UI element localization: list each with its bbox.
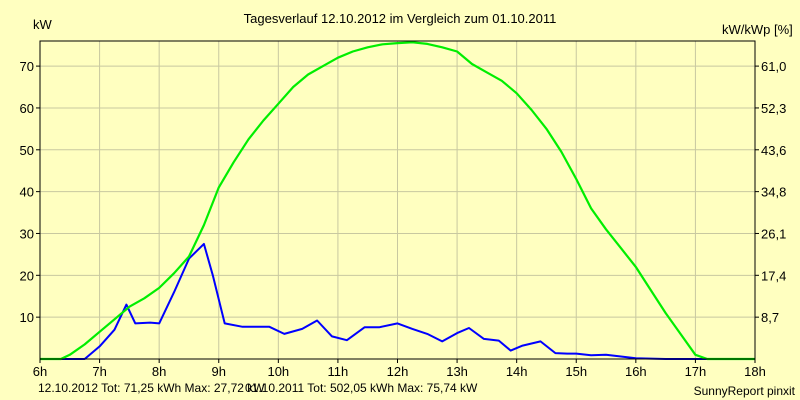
x-tick-label: 15h <box>565 364 587 379</box>
y-tick-label-right: 43,6 <box>761 143 786 158</box>
x-tick-label: 17h <box>685 364 707 379</box>
y-tick-label-left: 30 <box>20 226 34 241</box>
y-tick-label-right: 61,0 <box>761 59 786 74</box>
y-tick-label-left: 40 <box>20 185 34 200</box>
x-tick-label: 16h <box>625 364 647 379</box>
x-tick-label: 9h <box>212 364 226 379</box>
y-tick-label-right: 26,1 <box>761 226 786 241</box>
x-tick-label: 11h <box>328 364 349 379</box>
legend-entry-2011: 01.10.2011 Tot: 502,05 kWh Max: 75,74 kW <box>245 381 478 395</box>
y-tick-label-left: 20 <box>20 268 34 283</box>
y-tick-label-left: 50 <box>20 143 34 158</box>
legend-entry-2012: 12.10.2012 Tot: 71,25 kWh Max: 27,72 kW <box>38 381 265 395</box>
y-axis-left-label: kW <box>33 17 53 32</box>
series-line-01-10-2011 <box>40 41 755 361</box>
y-tick-label-right: 34,8 <box>761 185 786 200</box>
y-tick-label-right: 8,7 <box>761 310 779 325</box>
x-tick-label: 7h <box>92 364 106 379</box>
y-tick-label-right: 52,3 <box>761 101 786 116</box>
x-tick-label: 18h <box>744 364 766 379</box>
y-tick-label-left: 10 <box>20 310 34 325</box>
y-tick-label-right: 17,4 <box>761 268 786 283</box>
chart-title: Tagesverlauf 12.10.2012 im Vergleich zum… <box>244 11 557 26</box>
x-tick-label: 13h <box>446 364 468 379</box>
y-tick-label-left: 60 <box>20 101 34 116</box>
x-tick-label: 12h <box>387 364 409 379</box>
series-line-12-10-2012 <box>40 242 720 360</box>
x-tick-label: 6h <box>33 364 47 379</box>
x-tick-label: 8h <box>152 364 166 379</box>
x-tick-label: 14h <box>506 364 528 379</box>
footer-credit: SunnyReport pinxit <box>694 384 796 398</box>
x-tick-label: 10h <box>267 364 289 379</box>
y-axis-right-label: kW/kWp [%] <box>722 22 793 37</box>
y-tick-label-left: 70 <box>20 59 34 74</box>
